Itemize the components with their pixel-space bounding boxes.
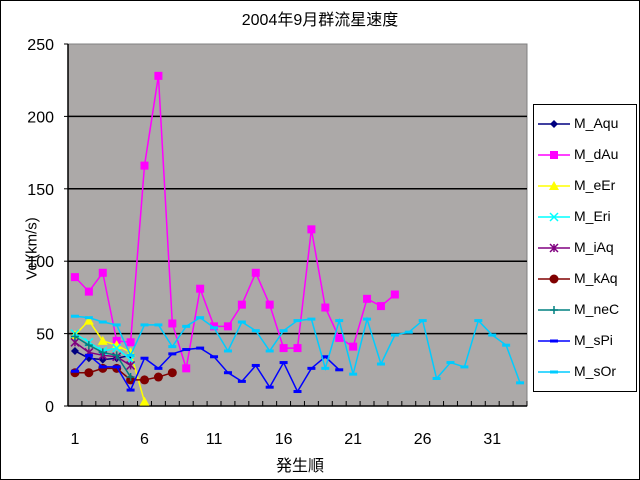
legend-marker-icon [538, 181, 570, 190]
chart-title: 2004年9月群流星速度 [241, 12, 399, 29]
x-tick-label: 11 [206, 431, 223, 448]
legend-item-m-dau: M_dAu [534, 144, 634, 164]
legend-marker-icon [538, 151, 570, 159]
legend-item-m-eri: M_Eri [534, 206, 634, 226]
legend-item-m-eer: M_eEr [534, 175, 634, 195]
y-tick-label: 50 [36, 327, 54, 344]
legend: M_Aqu M_dAu M_eEr M_Eri M_iAq M_kAq M_ne… [533, 104, 637, 392]
legend-marker-icon [538, 306, 570, 314]
y-tick-label: 150 [27, 182, 54, 199]
legend-item-m-aqu: M_Aqu [534, 113, 634, 133]
legend-item-m-sor: M_sOr [534, 361, 634, 381]
legend-item-m-kaq: M_kAq [534, 268, 634, 288]
x-tick-label: 1 [71, 431, 80, 448]
legend-item-m-nec: M_neC [534, 299, 634, 319]
legend-marker-icon [538, 212, 570, 222]
series-m-nec [70, 332, 135, 382]
y-tick-label: 0 [45, 399, 54, 416]
y-tick-label: 250 [27, 37, 54, 54]
legend-marker-icon [538, 370, 570, 374]
legend-item-m-iaq: M_iAq [534, 237, 634, 257]
legend-marker-icon [538, 243, 570, 253]
x-tick-label: 31 [483, 431, 501, 448]
series-m-spi [70, 346, 344, 394]
x-tick-label: 6 [140, 431, 149, 448]
legend-item-m-spi: M_sPi [534, 330, 634, 350]
x-tick-label: 21 [344, 431, 362, 448]
legend-marker-icon [538, 274, 570, 284]
legend-marker-icon [538, 120, 570, 128]
x-axis-label: 発生順 [275, 458, 324, 475]
series-m-sor [70, 314, 525, 385]
x-tick-label: 16 [275, 431, 293, 448]
x-tick-label: 26 [414, 431, 432, 448]
legend-marker-icon [538, 339, 570, 343]
y-tick-label: 200 [27, 109, 54, 126]
series-m-dau [70, 71, 399, 373]
y-tick-label: 100 [27, 254, 54, 271]
